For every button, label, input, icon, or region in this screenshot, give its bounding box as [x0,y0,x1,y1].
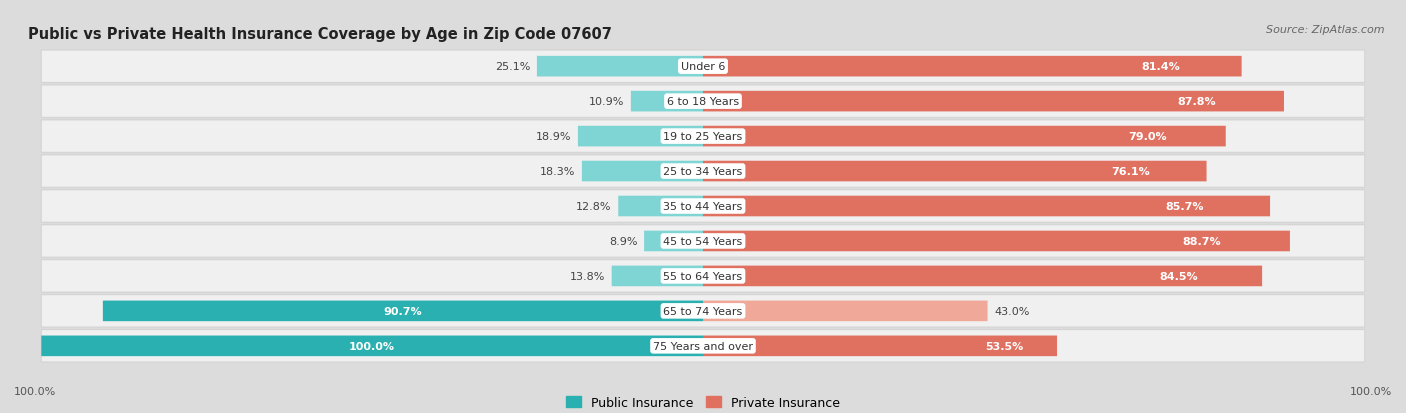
Text: 100.0%: 100.0% [14,387,56,396]
FancyBboxPatch shape [41,225,1365,257]
FancyBboxPatch shape [703,161,1206,182]
FancyBboxPatch shape [41,330,1365,362]
FancyBboxPatch shape [582,161,703,182]
Text: 25 to 34 Years: 25 to 34 Years [664,166,742,177]
FancyBboxPatch shape [41,86,1365,118]
FancyBboxPatch shape [703,231,1289,252]
Legend: Public Insurance, Private Insurance: Public Insurance, Private Insurance [561,391,845,413]
Text: 12.8%: 12.8% [576,202,612,211]
Text: 53.5%: 53.5% [984,341,1024,351]
FancyBboxPatch shape [703,92,1284,112]
FancyBboxPatch shape [703,57,1241,77]
FancyBboxPatch shape [578,126,703,147]
FancyBboxPatch shape [41,121,1365,153]
Text: 75 Years and over: 75 Years and over [652,341,754,351]
Text: Source: ZipAtlas.com: Source: ZipAtlas.com [1267,25,1385,35]
Text: 65 to 74 Years: 65 to 74 Years [664,306,742,316]
Text: 81.4%: 81.4% [1142,62,1180,72]
Text: 19 to 25 Years: 19 to 25 Years [664,132,742,142]
FancyBboxPatch shape [41,260,1365,292]
Text: 85.7%: 85.7% [1166,202,1204,211]
Text: 35 to 44 Years: 35 to 44 Years [664,202,742,211]
FancyBboxPatch shape [103,301,703,321]
FancyBboxPatch shape [612,266,703,287]
Text: 55 to 64 Years: 55 to 64 Years [664,271,742,281]
FancyBboxPatch shape [703,126,1226,147]
Text: 6 to 18 Years: 6 to 18 Years [666,97,740,107]
FancyBboxPatch shape [703,336,1057,356]
Text: 25.1%: 25.1% [495,62,530,72]
FancyBboxPatch shape [631,92,703,112]
FancyBboxPatch shape [41,51,1365,83]
Text: 90.7%: 90.7% [384,306,422,316]
Text: 100.0%: 100.0% [1350,387,1392,396]
Text: 18.9%: 18.9% [536,132,571,142]
Text: 76.1%: 76.1% [1112,166,1150,177]
FancyBboxPatch shape [619,196,703,217]
Text: 13.8%: 13.8% [569,271,605,281]
FancyBboxPatch shape [703,196,1270,217]
FancyBboxPatch shape [644,231,703,252]
Text: 8.9%: 8.9% [609,236,637,247]
Text: 43.0%: 43.0% [994,306,1029,316]
FancyBboxPatch shape [41,156,1365,188]
Text: 87.8%: 87.8% [1177,97,1216,107]
FancyBboxPatch shape [703,301,987,321]
FancyBboxPatch shape [703,266,1263,287]
Text: 18.3%: 18.3% [540,166,575,177]
Text: 100.0%: 100.0% [349,341,395,351]
Text: Under 6: Under 6 [681,62,725,72]
Text: 45 to 54 Years: 45 to 54 Years [664,236,742,247]
Text: 10.9%: 10.9% [589,97,624,107]
Text: 84.5%: 84.5% [1159,271,1198,281]
FancyBboxPatch shape [537,57,703,77]
Text: Public vs Private Health Insurance Coverage by Age in Zip Code 07607: Public vs Private Health Insurance Cover… [28,26,612,41]
Text: 88.7%: 88.7% [1182,236,1222,247]
FancyBboxPatch shape [41,190,1365,223]
FancyBboxPatch shape [41,295,1365,327]
Text: 79.0%: 79.0% [1128,132,1167,142]
FancyBboxPatch shape [41,336,703,356]
